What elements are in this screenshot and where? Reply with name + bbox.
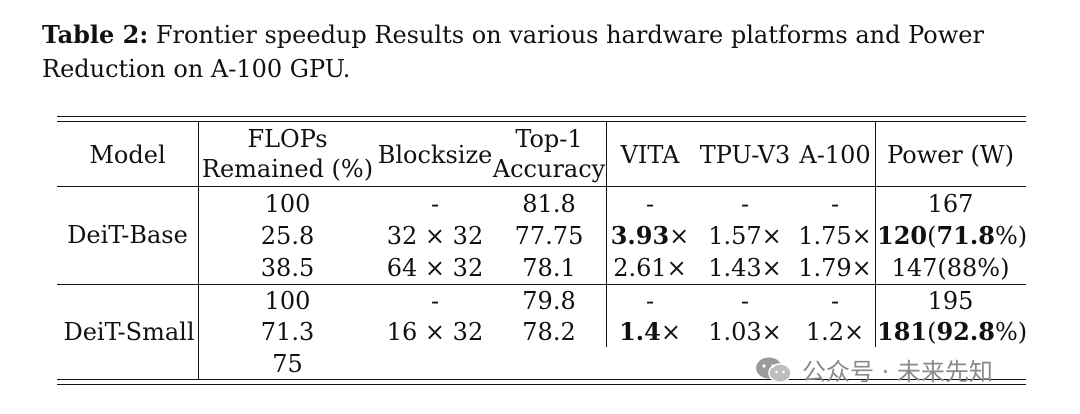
cell-power: 167 <box>927 190 974 218</box>
cell-flops: 38.5 <box>260 254 315 282</box>
cell-flops: 100 <box>264 287 311 315</box>
table-caption: Table 2: Frontier speedup Results on var… <box>42 18 1052 86</box>
header-power: Power (W) <box>887 141 1014 169</box>
power-end: %) <box>994 222 1028 250</box>
cell-vita: - <box>645 287 655 315</box>
cell-blocksize: - <box>430 287 440 315</box>
watermark: 公众号 · 未来先知 <box>754 352 993 387</box>
cell-a100: 1.2× <box>805 318 865 346</box>
cell-flops: 25.8 <box>260 222 315 250</box>
cell-blocksize: 16 × 32 <box>386 318 484 346</box>
cell-power: 181(92.8%) <box>877 317 1028 347</box>
cell-tpu: - <box>740 287 750 315</box>
top-rule <box>57 116 1026 117</box>
power-end: %) <box>994 318 1028 346</box>
power-paren: ( <box>927 318 937 346</box>
cell-top1: 78.2 <box>522 318 576 346</box>
vline-accuracy <box>606 121 607 347</box>
vita-bold-value: 1.4 <box>619 317 661 346</box>
cell-tpu: 1.03× <box>708 318 782 346</box>
cell-a100: 1.75× <box>798 222 872 250</box>
wechat-icon <box>756 357 792 383</box>
cell-tpu: 1.43× <box>708 254 782 282</box>
cell-flops: 75 <box>272 350 303 378</box>
bottom-rule <box>57 379 1026 380</box>
model-deit-small: DeiT-Small <box>63 318 195 346</box>
cell-a100: - <box>830 287 840 315</box>
vita-bold-value: 3.93 <box>610 221 670 250</box>
cell-power: 195 <box>927 287 974 315</box>
power-bold-watts: 120 <box>877 221 928 250</box>
cell-vita: 3.93× <box>609 221 691 251</box>
bottom-rule-2 <box>57 384 1026 385</box>
header-vita: VITA <box>620 141 680 169</box>
header-top1-line2: Accuracy <box>492 155 606 183</box>
cell-tpu: 1.57× <box>708 222 782 250</box>
header-top1-line1: Top-1 <box>515 125 583 153</box>
cell-top1: 77.75 <box>514 222 584 250</box>
header-flops-line2: Remained (%) <box>201 155 374 183</box>
header-rule <box>57 186 1026 187</box>
header-tpu: TPU-V3 <box>699 141 791 169</box>
cell-top1: 78.1 <box>522 254 576 282</box>
cell-power: 147(88%) <box>891 254 1010 282</box>
cell-blocksize: 64 × 32 <box>386 254 484 282</box>
vline-power <box>875 121 876 347</box>
cell-flops: 100 <box>264 190 311 218</box>
power-bold-pct: 71.8 <box>936 221 995 250</box>
cell-vita: - <box>645 190 655 218</box>
header-a100: A-100 <box>799 141 871 169</box>
power-bold-pct: 92.8 <box>936 317 995 346</box>
cell-a100: - <box>830 190 840 218</box>
vita-suffix: × <box>660 318 681 346</box>
group-rule <box>57 284 1026 285</box>
model-deit-base: DeiT-Base <box>67 221 188 249</box>
header-blocksize: Blocksize <box>377 141 493 169</box>
cell-blocksize: 32 × 32 <box>386 222 484 250</box>
header-model: Model <box>89 141 166 169</box>
caption-text: Frontier speedup Results on various hard… <box>42 21 984 83</box>
header-flops-line1: FLOPs <box>247 125 328 153</box>
power-bold-watts: 181 <box>877 317 928 346</box>
vita-suffix: × <box>669 222 690 250</box>
power-paren: ( <box>927 222 937 250</box>
cell-flops: 71.3 <box>260 318 315 346</box>
cell-a100: 1.79× <box>798 254 872 282</box>
cell-vita: 2.61× <box>613 254 687 282</box>
cell-top1: 81.8 <box>522 190 576 218</box>
cell-tpu: - <box>740 190 750 218</box>
cell-vita: 1.4× <box>609 317 691 347</box>
cell-blocksize: - <box>430 190 440 218</box>
cell-top1: 79.8 <box>522 287 576 315</box>
watermark-text: 公众号 · 未来先知 <box>802 358 993 386</box>
top-rule-2 <box>57 121 1026 122</box>
caption-label: Table 2: <box>42 20 149 49</box>
cell-power: 120(71.8%) <box>877 221 1028 251</box>
vline-model <box>198 121 199 380</box>
